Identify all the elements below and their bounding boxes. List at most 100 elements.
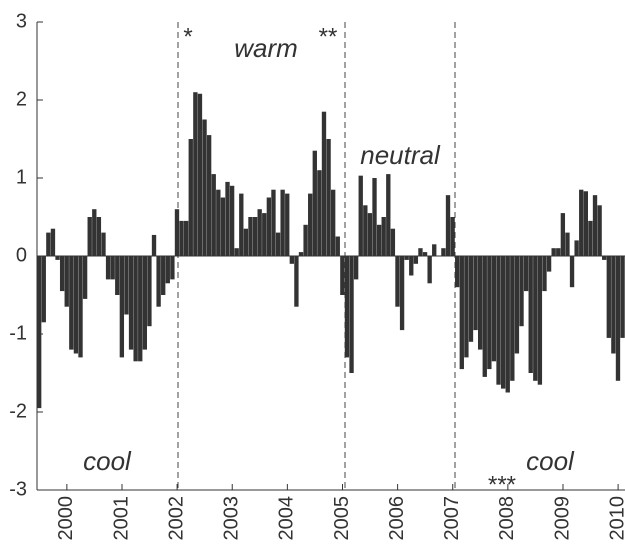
bar	[184, 220, 189, 256]
bar	[542, 256, 547, 292]
y-tick-label: 3	[16, 10, 27, 32]
bar	[78, 256, 83, 358]
bar	[326, 139, 331, 256]
bar	[220, 197, 226, 256]
bar	[565, 232, 570, 256]
bar	[92, 209, 97, 256]
bar	[606, 256, 611, 338]
bar	[252, 217, 258, 256]
bar	[441, 248, 446, 256]
bar	[115, 256, 120, 295]
bar	[615, 256, 621, 381]
bar	[381, 217, 386, 256]
bar	[487, 256, 492, 370]
bar	[500, 256, 506, 389]
bar	[358, 175, 363, 256]
bar	[349, 256, 354, 373]
bar	[142, 256, 147, 350]
x-tick-label: 2003	[221, 496, 243, 541]
bar	[179, 220, 184, 256]
bar	[82, 256, 88, 299]
bar	[386, 174, 391, 256]
bar	[491, 256, 497, 362]
bar	[597, 205, 602, 256]
bar	[59, 256, 65, 292]
bar	[533, 256, 538, 381]
bar	[519, 256, 524, 327]
x-tick-label: 2008	[496, 496, 518, 541]
bar	[395, 256, 400, 307]
bar	[317, 170, 322, 256]
bar	[528, 256, 533, 373]
bar	[468, 256, 474, 342]
bar	[312, 150, 317, 256]
bar	[303, 224, 308, 256]
annotation: **	[319, 23, 338, 50]
bar	[459, 256, 464, 370]
bar	[579, 189, 584, 256]
bar	[73, 256, 79, 354]
bar	[602, 256, 607, 260]
x-tick-label: 2000	[55, 496, 77, 541]
annotation: warm	[234, 33, 298, 63]
x-tick-label: 2006	[386, 496, 408, 541]
bar	[243, 228, 249, 256]
bar	[537, 256, 543, 385]
bar	[50, 228, 56, 256]
x-tick-label: 2010	[606, 496, 625, 541]
bar	[197, 93, 203, 256]
bar	[46, 232, 51, 256]
bar	[206, 135, 212, 256]
bar	[478, 256, 483, 350]
bar	[372, 178, 377, 256]
y-tick-label: 2	[16, 88, 27, 110]
bar	[37, 256, 42, 409]
bar	[427, 256, 432, 284]
bar	[574, 240, 579, 256]
bar	[523, 256, 529, 292]
y-tick-label: -2	[9, 400, 27, 422]
x-tick-label: 2007	[441, 496, 463, 541]
bar	[560, 213, 566, 256]
bar	[110, 256, 115, 280]
bar	[202, 119, 207, 256]
bar	[101, 232, 106, 256]
bar	[124, 256, 129, 315]
annotation: neutral	[360, 140, 441, 170]
bar	[87, 217, 92, 256]
bar	[455, 256, 460, 288]
bar	[266, 197, 272, 256]
bar	[413, 256, 419, 264]
bar	[321, 111, 327, 256]
bar	[592, 195, 598, 256]
bar	[432, 244, 437, 256]
bar	[165, 256, 170, 284]
bar	[588, 220, 593, 256]
x-tick-label: 2001	[110, 496, 132, 541]
bar	[464, 256, 469, 358]
bar	[583, 191, 588, 256]
bar	[611, 256, 616, 354]
bar	[353, 256, 359, 280]
bar	[390, 228, 396, 256]
annotation: *	[183, 23, 192, 50]
x-tick-label: 2002	[165, 496, 187, 541]
bar	[409, 256, 414, 276]
bar	[569, 256, 575, 288]
bar	[285, 193, 290, 256]
y-tick-label: -3	[9, 478, 27, 500]
bar	[271, 189, 276, 256]
bar	[376, 224, 382, 256]
bar	[450, 217, 455, 256]
x-tick-label: 2005	[331, 496, 353, 541]
bar	[496, 256, 501, 385]
bar	[161, 256, 166, 295]
bar	[239, 193, 244, 256]
bar	[363, 205, 368, 256]
bar	[620, 256, 625, 338]
bar	[225, 181, 230, 256]
bar	[308, 193, 313, 256]
bar	[418, 248, 423, 256]
bar	[138, 256, 143, 362]
bar	[275, 232, 281, 256]
